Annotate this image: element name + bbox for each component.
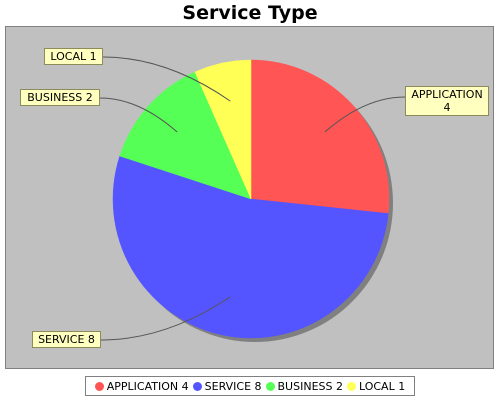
- legend-swatch-application: [94, 381, 104, 391]
- pie-slice-local: [194, 59, 252, 200]
- pie-chart: [99, 56, 406, 342]
- chart-title: Service Type: [182, 2, 318, 24]
- callout-business: BUSINESS 2: [20, 89, 100, 106]
- leader-line-business: [99, 97, 178, 133]
- plot-area: APPLICATION 4 SERVICE 8 BUSINESS 2 LOCAL…: [5, 26, 494, 369]
- pie-slice-business: [119, 71, 252, 200]
- pie-slice-service: [112, 155, 389, 339]
- legend-item-application: APPLICATION 4: [94, 379, 189, 393]
- pie-slice-application: [250, 59, 390, 214]
- callout-application: APPLICATION 4: [405, 86, 489, 116]
- legend-label-local: LOCAL 1: [358, 379, 406, 393]
- legend-swatch-local: [346, 381, 356, 391]
- legend: APPLICATION 4 SERVICE 8 BUSINESS 2 LOCAL…: [85, 376, 415, 396]
- callout-service: SERVICE 8: [32, 331, 101, 348]
- legend-item-business: BUSINESS 2: [265, 379, 343, 393]
- leader-line-application: [324, 96, 406, 133]
- legend-swatch-service: [192, 381, 202, 391]
- legend-label-service: SERVICE 8: [204, 379, 262, 393]
- leader-line-service: [100, 296, 231, 341]
- legend-item-local: LOCAL 1: [346, 379, 406, 393]
- callout-application-line2: 4: [443, 101, 451, 114]
- legend-label-business: BUSINESS 2: [277, 379, 343, 393]
- callout-application-line1: APPLICATION: [411, 88, 483, 101]
- callout-local: LOCAL 1: [44, 48, 103, 65]
- legend-swatch-business: [265, 381, 275, 391]
- legend-item-service: SERVICE 8: [192, 379, 262, 393]
- leader-line-local: [102, 56, 231, 102]
- legend-label-application: APPLICATION 4: [106, 379, 189, 393]
